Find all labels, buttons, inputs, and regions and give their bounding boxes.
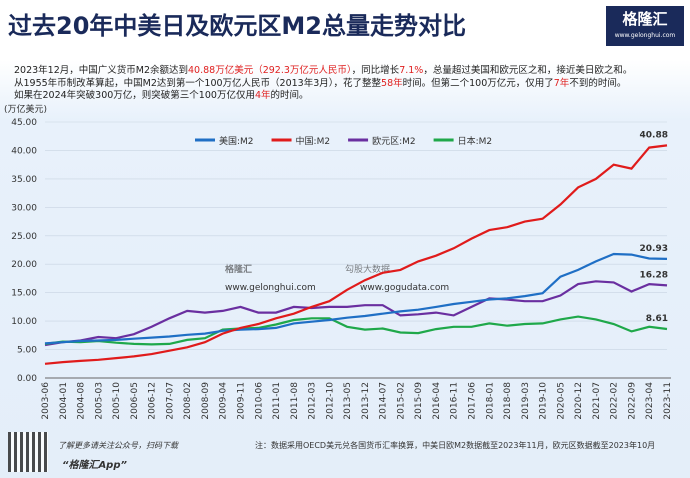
x-tick-label: 2016-04 [432,382,442,420]
description-segment: 7.1% [399,65,424,76]
description-segment: 如果在2024年突破300万亿，则突破第三个100万亿仅用 [14,90,255,101]
description-segment: ，同比增长 [351,65,400,76]
x-tick-label: 2014-07 [379,382,389,420]
footer-note: 注：数据采用OECD美元兑各国货币汇率换算，中美日欧M2数据截至2023年11月… [255,441,656,450]
description: 2023年12月，中国广义货币M2余额达到40.88万亿美元（292.3万亿元人… [14,65,632,103]
qr-code [8,432,48,472]
x-tick-label: 2008-09 [201,382,211,420]
description-segment: 时间。但第二个100万亿元，仅用了 [402,77,554,89]
x-tick-label: 2020-12 [574,382,584,420]
x-tick-label: 2006-12 [148,382,158,420]
y-tick-label: 15.00 [11,289,37,299]
end-value-label: 40.88 [640,130,668,140]
line-series [44,144,668,365]
x-tick-label: 2008-02 [183,382,193,420]
x-tick-label: 2019-03 [521,382,531,420]
end-value-label: 16.28 [640,270,668,280]
x-tick-label: 2006-05 [130,382,140,420]
description-line: 如果在2024年突破300万亿，则突破第三个100万亿仅用4年的时间。 [14,90,632,103]
x-tick-label: 2021-07 [592,382,602,420]
description-segment: 58年 [381,77,403,89]
x-tick-label: 2013-12 [361,382,371,420]
x-tick-label: 2022-09 [627,382,637,420]
y-tick-label: 5.00 [17,346,37,356]
y-tick-label: 25.00 [11,232,37,242]
description-segment: 7年 [553,77,570,89]
x-tick-label: 2012-03 [308,382,318,420]
title: 过去20年中美日及欧元区M2总量走势对比 [8,12,466,40]
description-segment: 40.88万亿美元（292.3万亿元人民币） [188,65,352,76]
x-tick-label: 2022-02 [610,382,620,420]
watermark: www.gogudata.com [360,283,449,293]
y-tick-label: 40.00 [11,146,37,156]
line-series [44,252,668,345]
footer-app: “格隆汇App” [62,460,127,471]
y-tick-label: 0.00 [17,374,37,384]
description-segment: 的时间。 [270,90,309,101]
x-tick-label: 2012-10 [325,382,335,420]
x-tick-label: 2023-04 [645,382,655,420]
description-line: 从1955年币制改革算起，中国M2达到第一个100万亿人民币（2013年3月），… [14,78,632,91]
x-tick-label: 2023-11 [663,382,673,420]
x-tick-label: 2004-01 [59,382,69,420]
y-axis-label: (万亿美元) [4,103,47,115]
x-tick-label: 2016-11 [450,382,460,420]
watermark: www.gelonghui.com [225,283,316,293]
x-tick-label: 2011-08 [290,382,300,420]
watermark: 勾股大数据 [345,263,390,275]
logo: 格隆汇 www.gelonghui.com [606,6,684,46]
y-tick-label: 45.00 [11,118,37,128]
x-tick-label: 2020-05 [556,382,566,420]
x-tick-label: 2011-01 [272,382,282,420]
x-tick-label: 2005-03 [94,382,104,420]
x-tick-label: 2015-09 [414,382,424,420]
line-series [44,280,668,347]
description-segment: 从1955年币制改革算起，中国M2达到第一个100万亿人民币（2013年3月），… [14,77,382,89]
y-tick-label: 30.00 [11,203,37,213]
x-tick-label: 2007-07 [165,382,175,420]
description-segment: 4年 [254,90,271,101]
logo-text: 格隆汇 [622,10,668,28]
x-tick-label: 2010-06 [254,382,264,420]
end-value-label: 8.61 [646,314,668,324]
legend-label: 欧元区:M2 [372,135,416,147]
line-series [44,315,668,346]
watermark: 格隆汇 [225,263,252,275]
logo-url: www.gelonghui.com [614,32,676,39]
description-segment: 2023年12月，中国广义货币M2余额达到 [14,65,189,76]
x-tick-label: 2009-04 [219,382,229,420]
end-value-label: 20.93 [640,244,668,254]
y-tick-label: 35.00 [11,175,37,185]
footer-hint: 了解更多请关注公众号，扫码下载 [58,441,178,450]
x-tick-label: 2019-10 [539,382,549,420]
x-tick-label: 2004-08 [77,382,87,420]
y-tick-label: 10.00 [11,317,37,327]
x-tick-label: 2018-01 [485,382,495,420]
x-tick-label: 2009-11 [236,382,246,420]
x-tick-label: 2017-06 [468,382,478,420]
legend-label: 美国:M2 [219,135,254,147]
x-tick-label: 2005-10 [112,382,122,420]
x-tick-label: 2015-02 [396,382,406,420]
description-line: 2023年12月，中国广义货币M2余额达到40.88万亿美元（292.3万亿元人… [14,65,632,78]
x-tick-label: 2018-08 [503,382,513,420]
y-tick-label: 20.00 [11,260,37,270]
legend-label: 日本:M2 [458,135,493,147]
x-tick-label: 2013-05 [343,382,353,420]
legend-label: 中国:M2 [296,135,331,147]
x-tick-label: 2003-06 [41,382,51,420]
description-segment: ，总量超过美国和欧元区之和，接近美日欧之和。 [423,65,633,76]
description-segment: 不到的时间。 [569,77,627,89]
